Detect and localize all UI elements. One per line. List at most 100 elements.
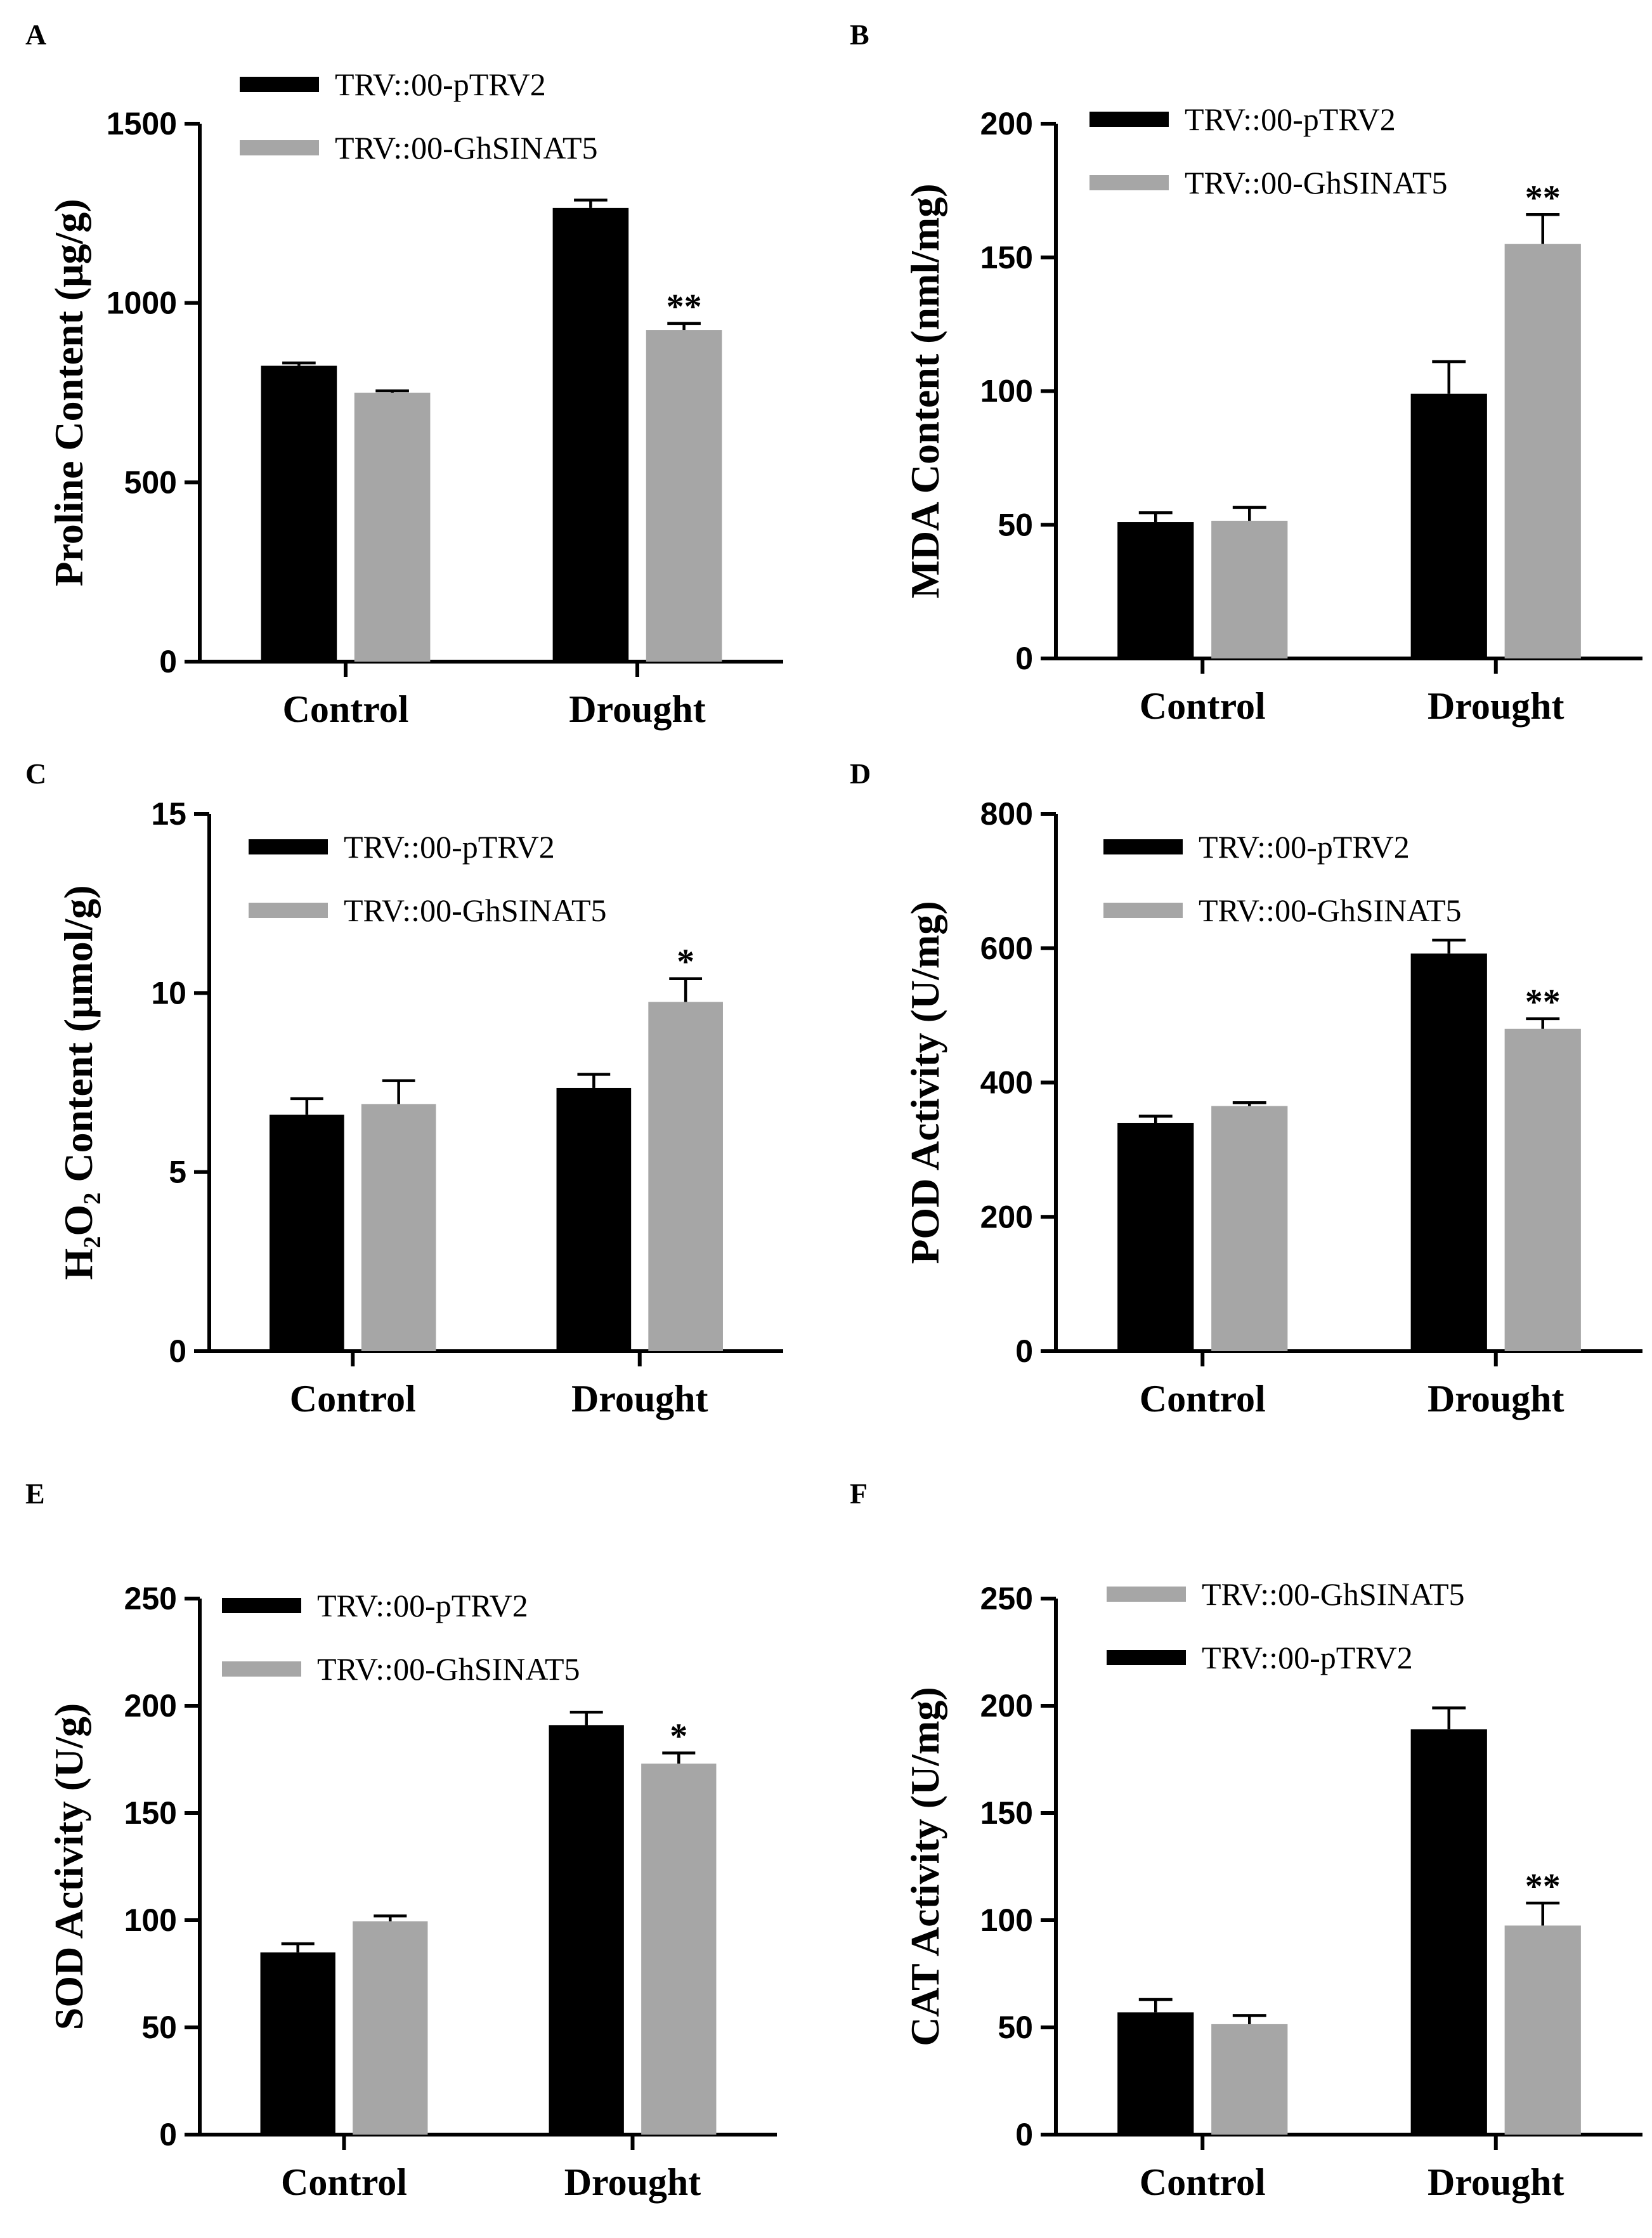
y-tick-label: 0 [159,644,177,679]
bar-ptrv2 [1410,953,1487,1351]
bar-ghsinat5 [353,1921,428,2135]
y-tick-label: 5 [169,1155,186,1190]
bar-ghsinat5 [646,330,722,662]
legend-swatch-ptrv2 [1089,112,1169,127]
y-tick-label: 100 [980,374,1033,409]
legend-label: TRV::00-pTRV2 [1202,1640,1413,1675]
legend-swatch-ptrv2 [249,839,328,854]
x-tick-label: Drought [1428,1378,1564,1420]
bar-ghsinat5 [354,393,431,662]
x-tick-label: Drought [1428,685,1564,727]
chart-panel-b: B 0 50 100 150 200 MDA Content (nml/mg) Control… [850,18,1642,727]
y-axis-title: CAT Activity (U/mg) [902,1687,947,2046]
x-tick-label: Control [1140,2161,1266,2203]
significance-label: ** [1525,1867,1561,1906]
bar-ptrv2 [1410,1729,1487,2135]
y-tick-label: 15 [151,796,186,832]
legend-swatch-ptrv2 [1103,839,1183,854]
significance-label: * [670,1717,687,1756]
chart-panel-c: C 0 5 10 15 H₂O₂ Content (μmol/g) Control Droug… [25,757,783,1420]
y-tick-label: 600 [980,931,1033,966]
y-tick-label: 1500 [107,106,177,141]
y-tick-label: 200 [980,106,1033,141]
bar-ptrv2 [260,1952,335,2135]
y-tick-label: 200 [124,1688,177,1724]
legend-swatch-ghsinat5 [1103,903,1183,918]
panel-letter: F [850,1477,868,1510]
bar-ghsinat5 [1504,1925,1581,2135]
significance-label: ** [1525,983,1561,1022]
panel-letter: A [25,18,46,51]
bar-ptrv2 [1117,522,1194,658]
y-tick-label: 50 [998,507,1033,542]
y-tick-label: 0 [159,2117,177,2152]
y-tick-label: 50 [141,2010,177,2045]
bar-ptrv2 [1117,2012,1194,2135]
y-tick-label: 150 [980,1795,1033,1831]
legend-label: TRV::00-pTRV2 [1185,101,1396,137]
y-tick-label: 800 [980,796,1033,832]
bar-ghsinat5 [1504,244,1581,658]
y-tick-label: 500 [124,464,177,500]
bar-ghsinat5 [1211,1106,1288,1351]
bar-ghsinat5 [1211,2024,1288,2135]
bar-ghsinat5 [361,1104,436,1351]
y-tick-label: 50 [998,2010,1033,2045]
bar-ptrv2 [1117,1123,1194,1351]
y-tick-label: 200 [980,1199,1033,1234]
y-tick-label: 0 [1015,641,1033,676]
bar-ghsinat5 [1504,1028,1581,1351]
x-tick-label: Control [283,688,409,730]
legend-swatch-ghsinat5 [222,1661,301,1677]
y-axis-title: SOD Activity (U/g) [46,1703,91,2031]
y-tick-label: 10 [151,975,186,1011]
bar-ptrv2 [552,207,629,662]
legend-swatch-ghsinat5 [1089,175,1169,190]
bar-ptrv2 [549,1725,624,2135]
bar-ghsinat5 [648,1002,723,1351]
legend-label: TRV::00-GhSINAT5 [1202,1576,1465,1612]
legend-label: TRV::00-pTRV2 [344,829,555,865]
x-tick-label: Control [281,2161,407,2203]
y-axis-title: MDA Content (nml/mg) [902,183,947,598]
significance-label: ** [1525,178,1561,218]
legend-swatch-ptrv2 [1107,1650,1186,1665]
y-tick-label: 250 [124,1581,177,1616]
x-tick-label: Drought [569,688,706,730]
bar-ghsinat5 [1211,520,1288,658]
chart-panel-f: F 0 50 100 150 200 250 CAT Activity (U/mg) Contr… [850,1477,1642,2203]
legend-label: TRV::00-pTRV2 [317,1588,528,1623]
legend-swatch-ghsinat5 [1107,1587,1186,1602]
legend-swatch-ptrv2 [240,77,319,92]
x-tick-label: Drought [1428,2161,1564,2203]
y-tick-label: 150 [124,1795,177,1831]
y-tick-label: 400 [980,1065,1033,1101]
y-tick-label: 0 [1015,2117,1033,2152]
y-tick-label: 250 [980,1581,1033,1616]
y-tick-label: 0 [169,1333,186,1369]
y-tick-label: 100 [980,1902,1033,1938]
x-tick-label: Drought [571,1378,708,1420]
y-tick-label: 0 [1015,1333,1033,1369]
x-tick-label: Control [290,1378,416,1420]
bar-ptrv2 [1410,393,1487,658]
bar-ptrv2 [270,1115,344,1351]
legend-label: TRV::00-GhSINAT5 [1185,165,1448,200]
chart-panel-a: A 0 500 1000 1500 Proline Content (μg/g) Contr… [25,18,783,730]
y-tick-label: 100 [124,1902,177,1938]
y-tick-label: 150 [980,240,1033,275]
x-tick-label: Control [1140,685,1266,727]
significance-label: * [677,943,694,982]
y-axis-title: H₂O₂ Content (μmol/g) [56,885,101,1279]
bar-ghsinat5 [641,1764,717,2135]
panel-letter: C [25,757,46,790]
legend-label: TRV::00-GhSINAT5 [317,1651,580,1687]
legend-swatch-ptrv2 [222,1598,301,1613]
y-tick-label: 200 [980,1688,1033,1724]
x-tick-label: Drought [564,2161,701,2203]
significance-label: ** [667,287,702,327]
y-axis-title: POD Activity (U/mg) [902,901,947,1264]
legend-swatch-ghsinat5 [249,903,328,918]
panel-letter: E [25,1477,45,1510]
chart-panel-e: E 0 50 100 150 200 250 SOD Activity (U/g) Contro… [25,1477,777,2203]
